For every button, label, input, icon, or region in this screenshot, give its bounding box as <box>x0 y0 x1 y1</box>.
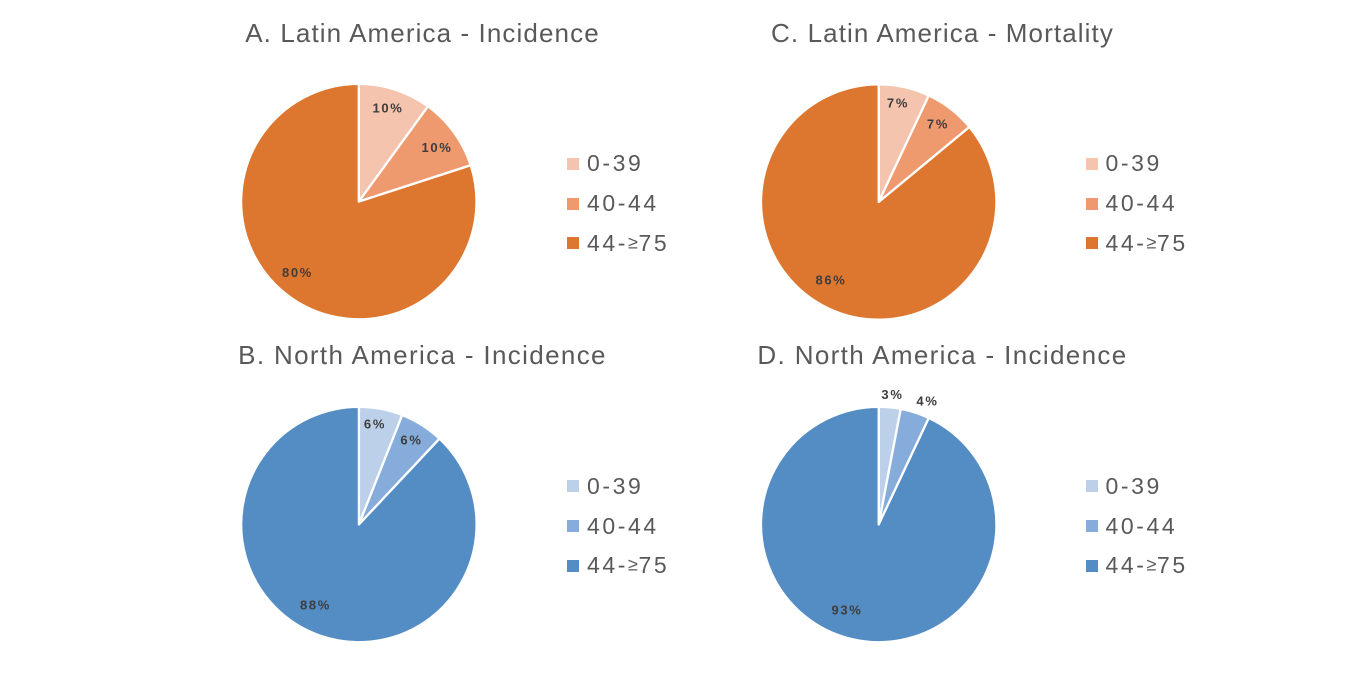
svg-text:93%: 93% <box>831 603 862 618</box>
svg-text:10%: 10% <box>372 101 403 116</box>
svg-text:10%: 10% <box>421 140 452 155</box>
svg-text:88%: 88% <box>300 598 331 613</box>
svg-text:7%: 7% <box>927 117 949 132</box>
svg-text:80%: 80% <box>282 265 313 280</box>
svg-text:6%: 6% <box>400 433 422 448</box>
svg-text:7%: 7% <box>887 96 909 111</box>
svg-text:86%: 86% <box>815 273 846 288</box>
svg-text:6%: 6% <box>364 417 386 432</box>
svg-text:4%: 4% <box>916 394 938 409</box>
svg-text:3%: 3% <box>881 387 903 402</box>
